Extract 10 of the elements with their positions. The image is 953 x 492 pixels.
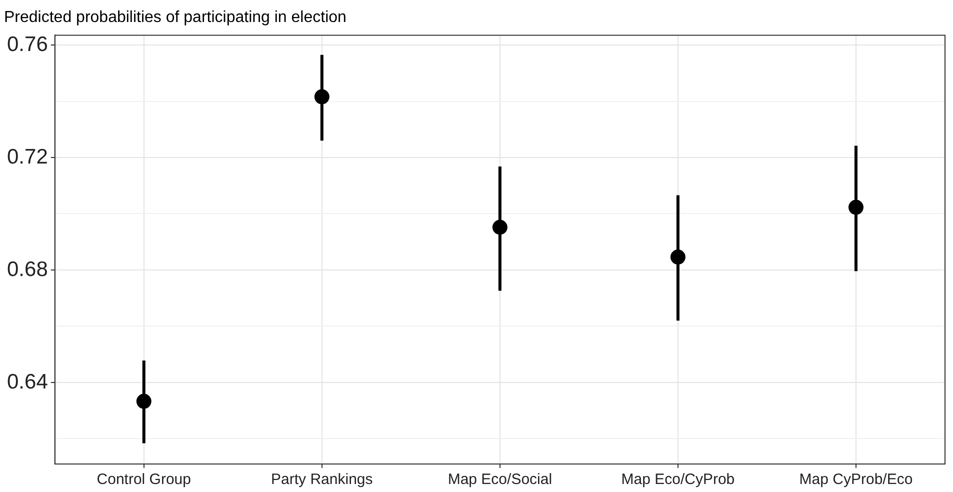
- x-tick-label: Party Rankings: [271, 471, 373, 488]
- y-tick-label: 0.76: [6, 32, 48, 56]
- y-tick-label: 0.64: [6, 370, 48, 394]
- chart-title: Predicted probabilities of participating in election: [4, 9, 346, 26]
- y-tick-label: 0.68: [6, 258, 48, 281]
- x-tick-label: Control Group: [96, 471, 191, 488]
- x-tick-label: Map Eco/CyProb: [621, 471, 735, 488]
- x-tick-label: Map Eco/Social: [448, 471, 552, 488]
- x-tick-label: Map CyProb/Eco: [799, 471, 913, 488]
- y-tick-label: 0.72: [6, 145, 48, 168]
